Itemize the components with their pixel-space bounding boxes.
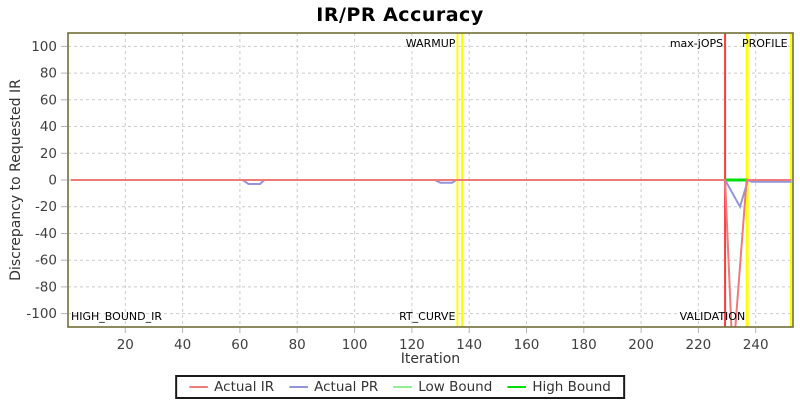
y-tick-label: 0 xyxy=(48,173,57,189)
series-actual-ir xyxy=(70,179,792,327)
chart-title: IR/PR Accuracy xyxy=(316,4,484,26)
y-tick-label: 100 xyxy=(31,39,57,55)
annotation-rt_curve: RT_CURVE xyxy=(399,310,455,323)
y-tick-label: 20 xyxy=(40,146,57,162)
legend-item-high-bound: High Bound xyxy=(507,379,611,395)
y-tick-label: 60 xyxy=(40,92,57,108)
x-tick-label: 40 xyxy=(174,337,191,353)
x-tick-label: 120 xyxy=(399,337,425,353)
x-tick-label: 160 xyxy=(514,337,540,353)
legend-label-actual-ir: Actual IR xyxy=(214,378,275,395)
annotation-validation: VALIDATION xyxy=(680,310,746,323)
x-tick-label: 220 xyxy=(686,337,712,353)
annotation-warmup: WARMUP xyxy=(406,37,456,50)
legend-label-high-bound: High Bound xyxy=(532,378,611,395)
legend-label-actual-pr: Actual PR xyxy=(314,378,379,395)
x-tick-label: 140 xyxy=(456,337,482,353)
legend-item-low-bound: Low Bound xyxy=(393,379,492,395)
legend: Actual IR Actual PR Low Bound High Bound xyxy=(175,375,625,399)
annotation-high_bound_ir: HIGH_BOUND_IR xyxy=(71,310,162,323)
x-tick-label: 200 xyxy=(628,337,654,353)
x-tick-label: 80 xyxy=(289,337,306,353)
y-tick-label: -60 xyxy=(35,253,57,269)
legend-swatch-actual-pr xyxy=(289,385,309,388)
y-tick-label: 40 xyxy=(40,119,57,135)
plot-border xyxy=(67,32,794,328)
x-tick-label: 100 xyxy=(342,337,368,353)
series-actual-pr xyxy=(70,178,792,210)
y-tick-label: -80 xyxy=(35,279,57,295)
x-tick-label: 240 xyxy=(743,337,769,353)
y-tick-label: -40 xyxy=(35,226,57,242)
legend-item-actual-pr: Actual PR xyxy=(289,379,378,395)
y-tick-label: -20 xyxy=(35,199,57,215)
y-tick-label: -100 xyxy=(26,306,57,322)
y-axis-title: Discrepancy to Requested IR xyxy=(8,79,24,281)
x-tick-label: 180 xyxy=(571,337,597,353)
legend-swatch-actual-ir xyxy=(189,385,209,388)
legend-swatch-high-bound xyxy=(507,385,527,388)
x-axis-title: Iteration xyxy=(400,351,461,367)
legend-label-low-bound: Low Bound xyxy=(418,378,493,395)
annotation-profile: PROFILE xyxy=(742,37,788,50)
annotation-max-jops: max-jOPS xyxy=(670,37,723,50)
y-tick-label: 80 xyxy=(40,66,57,82)
legend-item-actual-ir: Actual IR xyxy=(189,379,274,395)
x-tick-label: 60 xyxy=(231,337,248,353)
legend-swatch-low-bound xyxy=(393,385,413,388)
x-tick-label: 20 xyxy=(117,337,134,353)
